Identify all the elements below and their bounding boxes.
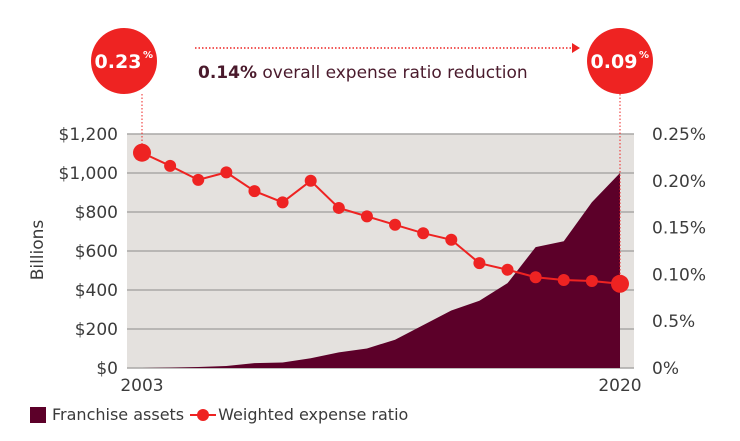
y-left-tick-label: $1,200 [59,125,118,145]
expense-ratio-point [557,274,570,287]
y-right-tick-label: 0.20% [652,172,706,192]
legend: Franchise assets Weighted expense ratio [30,405,408,424]
end-value-percent: % [639,50,649,61]
expense-ratio-point [220,166,233,179]
legend-area-swatch [30,406,46,423]
y-left-tick-label: $200 [75,320,118,340]
y-right-tick-label: 0.10% [652,265,706,285]
expense-ratio-point [389,218,402,231]
expense-ratio-point [133,143,151,162]
reduction-text: overall expense ratio reduction [257,63,528,83]
y-right-tick-label: 0.5% [652,312,695,332]
expense-ratio-point [304,174,317,187]
y-axis-label-left: Billions [28,220,48,281]
y-right-tick-label: 0.15% [652,219,706,239]
reduction-value: 0.14% [198,63,257,83]
y-right-tick-label: 0% [652,359,679,379]
start-value-percent: % [143,50,153,61]
legend-label-ratio: Weighted expense ratio [218,405,409,424]
x-tick-label: 2003 [120,376,163,396]
arrow-head-icon [572,43,580,53]
y-left-tick-label: $400 [75,281,118,301]
start-value-label: 0.23 [95,51,142,73]
legend-line-marker-icon [190,407,217,423]
start-value-bubble [91,28,157,94]
end-value-bubble [587,28,653,94]
expense-ratio-point [445,233,458,246]
y-right-tick-label: 0.25% [652,125,706,145]
expense-ratio-point [192,173,205,186]
expense-ratio-point [501,263,514,276]
y-left-tick-label: $800 [75,203,118,223]
y-left-tick-label: $0 [96,359,118,379]
end-value-label: 0.09 [591,51,638,73]
expense-ratio-point [360,210,373,223]
legend-label-assets: Franchise assets [52,405,185,424]
expense-ratio-point [473,257,486,270]
expense-ratio-point [276,196,289,209]
y-left-tick-label: $600 [75,242,118,262]
expense-ratio-point [529,271,542,284]
y-left-tick-label: $1,000 [59,164,118,184]
expense-ratio-point [417,227,430,240]
expense-ratio-point [585,274,598,287]
expense-ratio-point [164,159,177,172]
reduction-annotation: 0.14% overall expense ratio reduction [198,63,528,83]
franchise-assets-area [142,173,620,368]
expense-ratio-point [332,201,345,214]
x-tick-label: 2020 [598,376,641,396]
expense-ratio-point [248,185,261,198]
expense-ratio-point [611,274,629,293]
